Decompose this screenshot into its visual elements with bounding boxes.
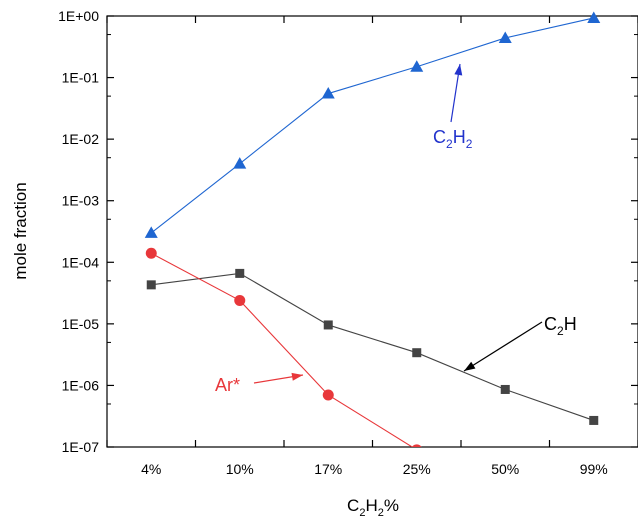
annotation-label-ar: Ar* (215, 375, 240, 395)
annotation-arrowhead-c2h2 (454, 64, 463, 76)
annotation-arrowhead-c2h (464, 361, 476, 371)
x-tick-label: 25% (403, 461, 431, 477)
point-c2h (235, 268, 245, 278)
y-tick-label: 1E-03 (62, 193, 100, 209)
annotation-c2h2: C2H2 (433, 63, 473, 151)
point-ar (234, 294, 246, 306)
x-axis-label-pre: C (347, 496, 359, 515)
series-layer (144, 11, 601, 447)
y-tick-label: 1E-02 (62, 131, 100, 147)
y-axis: 1E-07 1E-06 1E-05 1E-04 1E-03 1E-02 1E-01 1E+00 (58, 8, 638, 455)
x-axis-label-sub2: 2 (378, 507, 384, 519)
y-tick-label: 1E-05 (62, 316, 100, 332)
x-tick-label: 99% (580, 461, 608, 477)
annotation-label-c2h2: C2H2 (433, 127, 473, 151)
annotation-c2h: C2H (463, 314, 577, 372)
point-ar (412, 444, 422, 447)
x-tick-label: 4% (141, 461, 161, 477)
point-c2h (412, 348, 422, 358)
point-c2h (146, 280, 156, 290)
annotations-layer: C2H2 C2H Ar* (215, 63, 577, 395)
point-c2h2 (233, 157, 247, 169)
x-axis-label-sub1: 2 (359, 507, 365, 519)
series-c2h2 (144, 11, 601, 238)
point-c2h (589, 415, 599, 425)
x-axis-label-mid: H (365, 496, 377, 515)
x-tick-label: 50% (491, 461, 519, 477)
series-ar (145, 247, 422, 447)
annotation-arrow-c2h (463, 321, 543, 372)
point-c2h2 (587, 11, 601, 23)
y-tick-label: 1E-07 (62, 439, 100, 455)
series-line-c2h2 (150, 17, 594, 234)
annotation-label-c2h: C2H (544, 314, 577, 338)
x-axis-label: C2H2% (347, 496, 399, 519)
y-tick-label: 1E-06 (62, 377, 100, 393)
series-c2h (146, 268, 599, 425)
point-ar (145, 247, 157, 259)
annotation-ar: Ar* (215, 372, 304, 395)
point-ar (322, 389, 334, 401)
y-tick-label: 1E-01 (62, 70, 100, 86)
x-tick-label: 17% (314, 461, 342, 477)
y-tick-label: 1E-04 (62, 254, 100, 270)
point-c2h2 (321, 87, 335, 99)
series-line-ar (150, 252, 414, 447)
series-line-c2h (151, 272, 594, 421)
point-c2h2 (144, 226, 158, 238)
point-c2h2 (498, 31, 512, 43)
point-c2h (323, 320, 333, 330)
annotation-arrowhead-ar (291, 372, 303, 381)
x-axis-label-post: % (384, 496, 399, 515)
point-c2h2 (410, 60, 424, 72)
y-tick-label: 1E+00 (58, 8, 99, 24)
x-axis: 4% 10% 17% 25% 50% 99% (106, 16, 638, 477)
point-c2h (500, 384, 510, 394)
y-axis-label: mole fraction (11, 182, 30, 279)
x-tick-label: 10% (226, 461, 254, 477)
